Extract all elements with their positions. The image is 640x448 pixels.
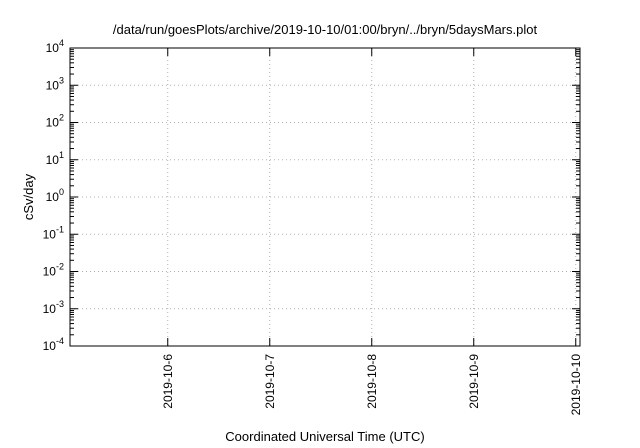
x-tick-label: 2019-10-9: [467, 354, 481, 409]
x-tick-label: 2019-10-6: [161, 354, 175, 409]
y-tick-label: 10-3: [43, 299, 64, 316]
x-tick-label: 2019-10-10: [569, 354, 583, 416]
y-tick-label: 101: [46, 150, 64, 167]
grid: [70, 48, 580, 346]
y-tick-label: 10-4: [43, 336, 64, 353]
y-tick-label: 100: [46, 187, 64, 204]
y-tick-label: 10-1: [43, 224, 64, 241]
x-axis: 2019-10-6 2019-10-7 2019-10-8 2019-10-9 2019…: [161, 48, 583, 415]
x-tick-label: 2019-10-8: [365, 354, 379, 409]
y-tick-label: 104: [46, 38, 64, 55]
y-axis-label: cSv/day: [21, 173, 36, 220]
y-tick-label: 103: [46, 75, 64, 92]
y-tick-label: 10-2: [43, 262, 64, 279]
y-tick-label: 102: [46, 113, 64, 130]
x-tick-label: 2019-10-7: [263, 354, 277, 409]
chart-title: /data/run/goesPlots/archive/2019-10-10/0…: [113, 22, 538, 37]
y-axis: 10-4 10-3 10-2 10-1 100 101 102 103 104: [43, 38, 580, 353]
x-axis-label: Coordinated Universal Time (UTC): [225, 429, 424, 444]
